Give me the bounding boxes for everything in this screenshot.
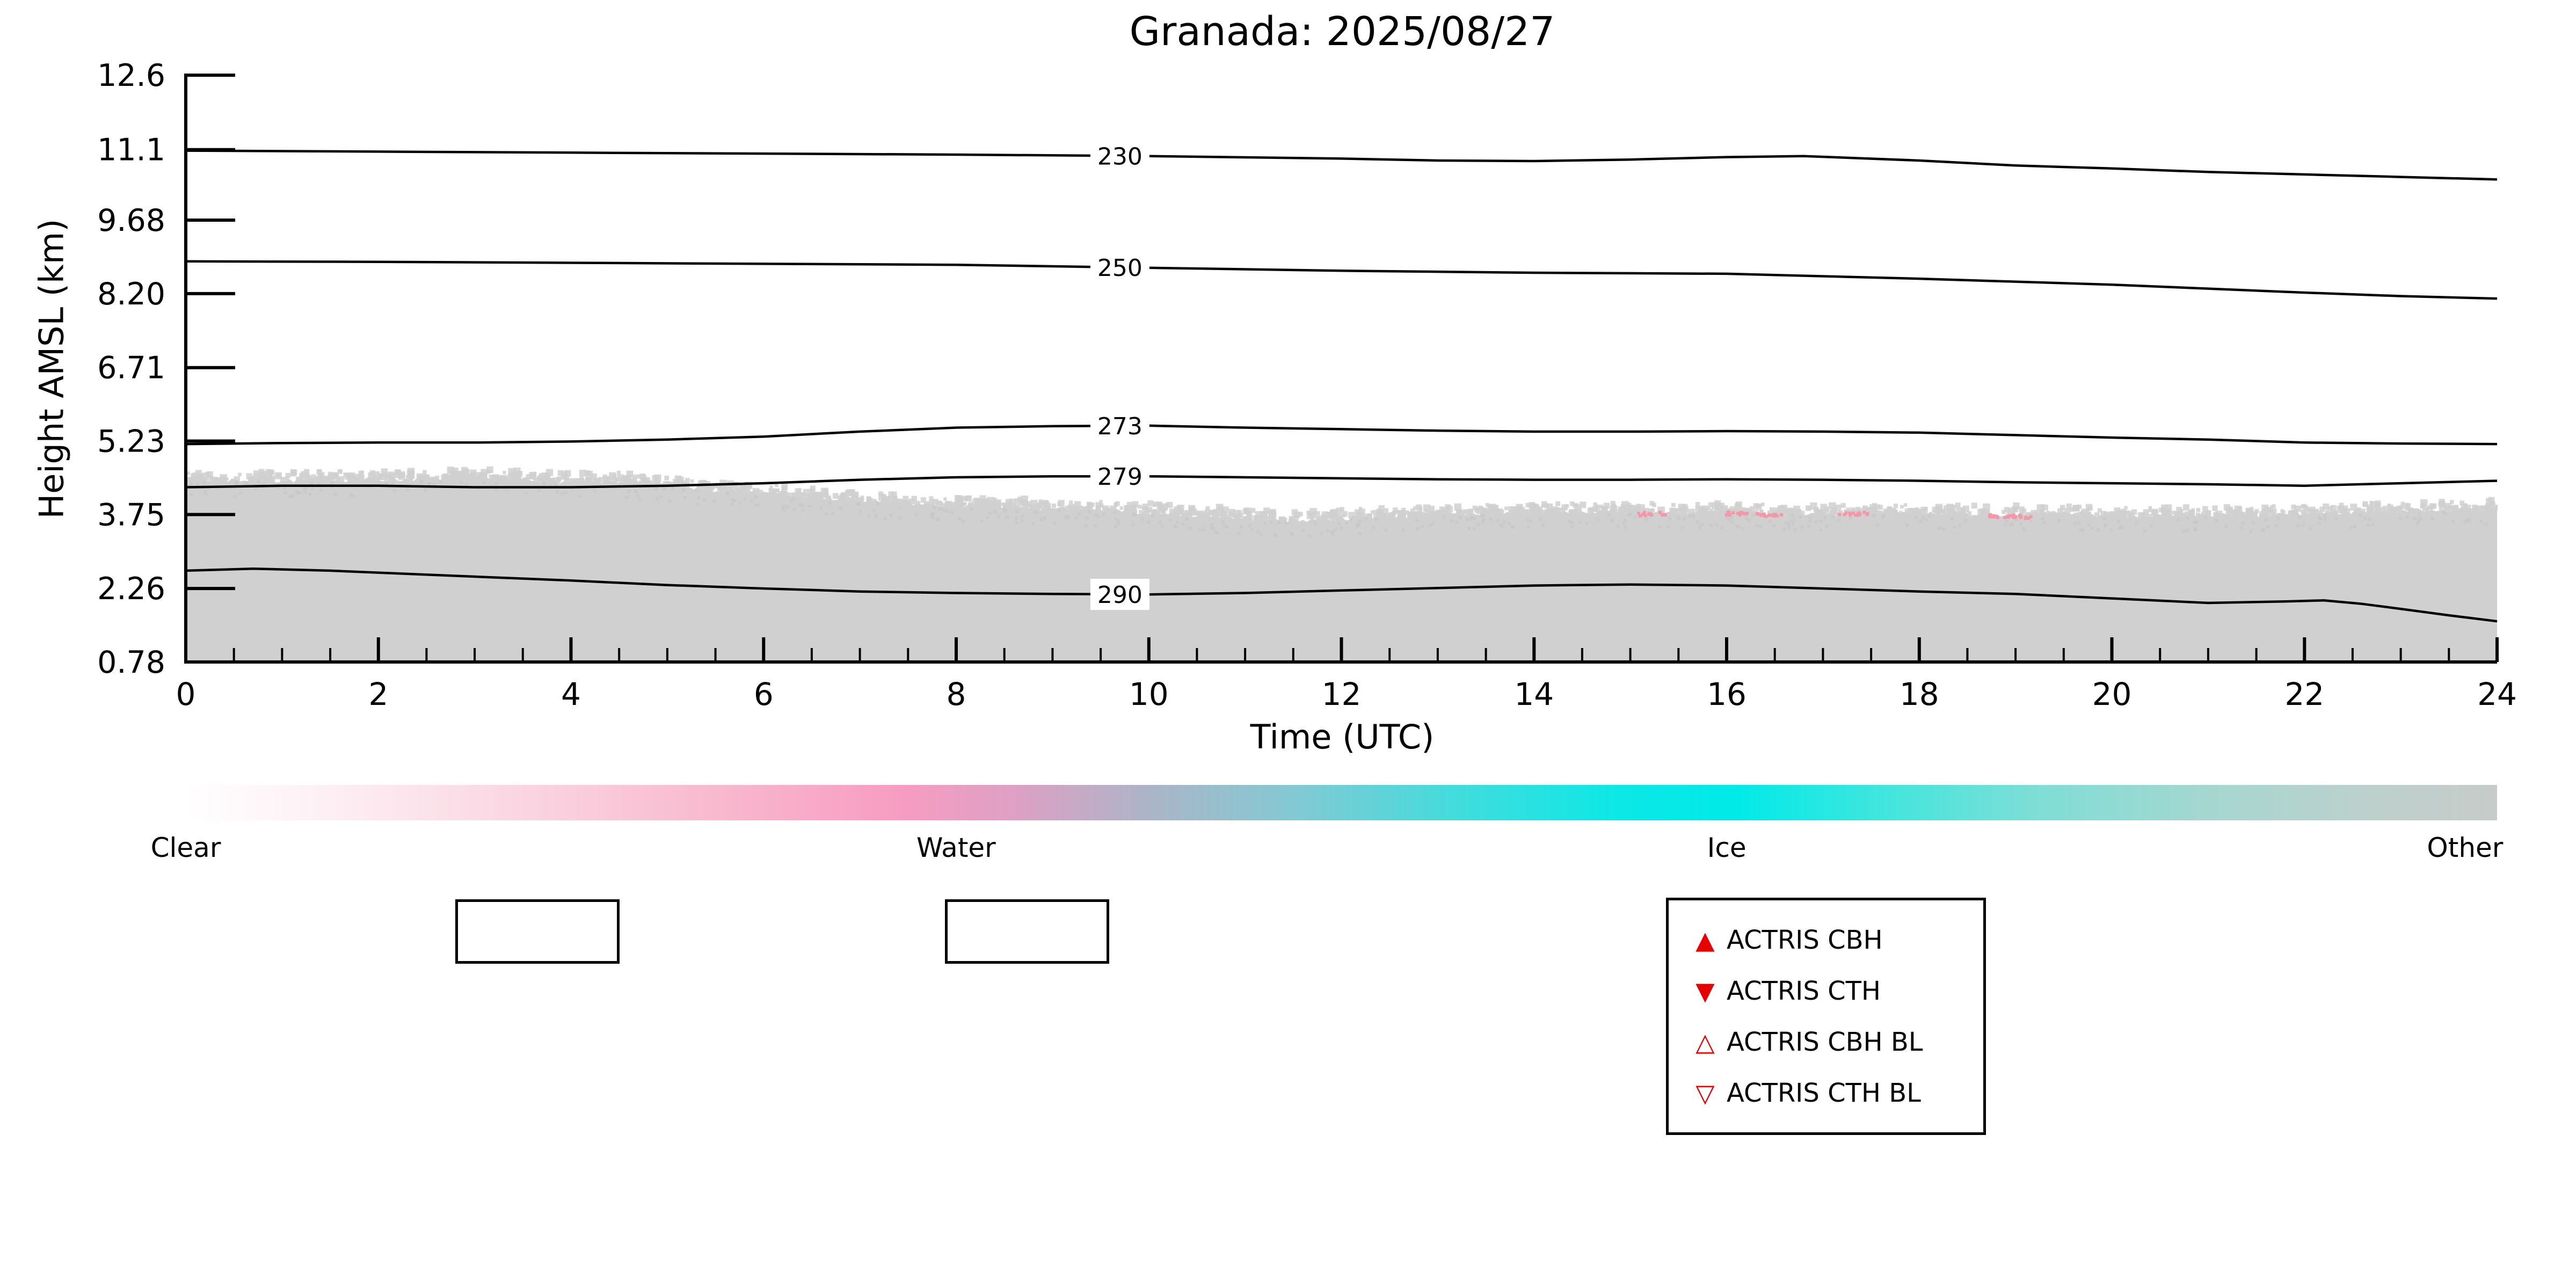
cbh-bl-hollow-triangle-up-icon: △ xyxy=(1695,1027,1715,1057)
x-tick-label: 4 xyxy=(561,676,581,712)
y-tick-label: 2.26 xyxy=(97,571,165,607)
x-axis-label: Time (UTC) xyxy=(1250,717,1435,756)
cth-filled-triangle-down-icon: ▼ xyxy=(1695,976,1715,1006)
empty-legend-box-left xyxy=(455,899,620,964)
empty-legend-box-right xyxy=(945,899,1109,964)
legend-item: ▲ ACTRIS CBH xyxy=(1684,914,1968,965)
x-tick-label: 6 xyxy=(754,676,774,712)
y-tick-label: 12.6 xyxy=(97,58,165,93)
x-tick-label: 12 xyxy=(1322,676,1362,712)
cth-bl-hollow-triangle-down-icon: ▽ xyxy=(1695,1078,1715,1108)
contour-lines: 230 250 273 279 290 xyxy=(185,140,2498,623)
x-tick-label: 18 xyxy=(1900,676,1939,712)
x-tick-label: 14 xyxy=(1514,676,1554,712)
x-tick-label: 22 xyxy=(2284,676,2324,712)
plot-title: Granada: 2025/08/27 xyxy=(1129,9,1555,55)
colorbar-gradient xyxy=(186,785,2497,820)
y-tick-label: 5.23 xyxy=(97,424,165,460)
y-tick-label: 9.68 xyxy=(97,203,165,238)
x-tick-label: 10 xyxy=(1129,676,1169,712)
legend-item: ▼ ACTRIS CTH xyxy=(1684,965,1968,1016)
colorbar-label-ice: Ice xyxy=(1707,832,1747,863)
y-tick-label: 0.78 xyxy=(97,645,165,680)
x-tick-label: 16 xyxy=(1707,676,1747,712)
contour-label: 250 xyxy=(1097,254,1143,282)
colorbar-label-other: Other xyxy=(2427,832,2504,863)
x-tick-label: 2 xyxy=(368,676,388,712)
legend-item-label: ACTRIS CBH BL xyxy=(1727,1027,1923,1057)
legend-item: △ ACTRIS CBH BL xyxy=(1684,1016,1968,1067)
x-tick-label: 8 xyxy=(947,676,966,712)
legend-item: ▽ ACTRIS CTH BL xyxy=(1684,1067,1968,1118)
x-tick-label: 20 xyxy=(2092,676,2132,712)
actris-legend: ▲ ACTRIS CBH ▼ ACTRIS CTH △ ACTRIS CBH B… xyxy=(1666,898,1986,1135)
cbh-filled-triangle-up-icon: ▲ xyxy=(1695,925,1715,955)
colorbar-label-clear: Clear xyxy=(150,832,221,863)
colorbar-label-water: Water xyxy=(916,832,996,863)
legend-item-label: ACTRIS CTH BL xyxy=(1727,1078,1921,1108)
legend-item-label: ACTRIS CTH xyxy=(1727,976,1881,1006)
contour-label: 273 xyxy=(1097,413,1143,440)
x-tick-label: 0 xyxy=(176,676,196,712)
classification-region xyxy=(184,466,2498,662)
y-tick-label: 8.20 xyxy=(97,276,165,312)
contour-label: 279 xyxy=(1097,463,1143,491)
water-speckles xyxy=(1637,510,2033,520)
legend-item-label: ACTRIS CBH xyxy=(1727,925,1883,955)
y-tick-label: 11.1 xyxy=(97,133,165,168)
y-axis-label: Height AMSL (km) xyxy=(32,219,71,519)
contour-label: 290 xyxy=(1097,581,1143,609)
y-tick-label: 3.75 xyxy=(97,497,165,533)
contour-label: 230 xyxy=(1097,143,1143,170)
x-tick-label: 24 xyxy=(2477,676,2517,712)
y-tick-label: 6.71 xyxy=(97,351,165,386)
